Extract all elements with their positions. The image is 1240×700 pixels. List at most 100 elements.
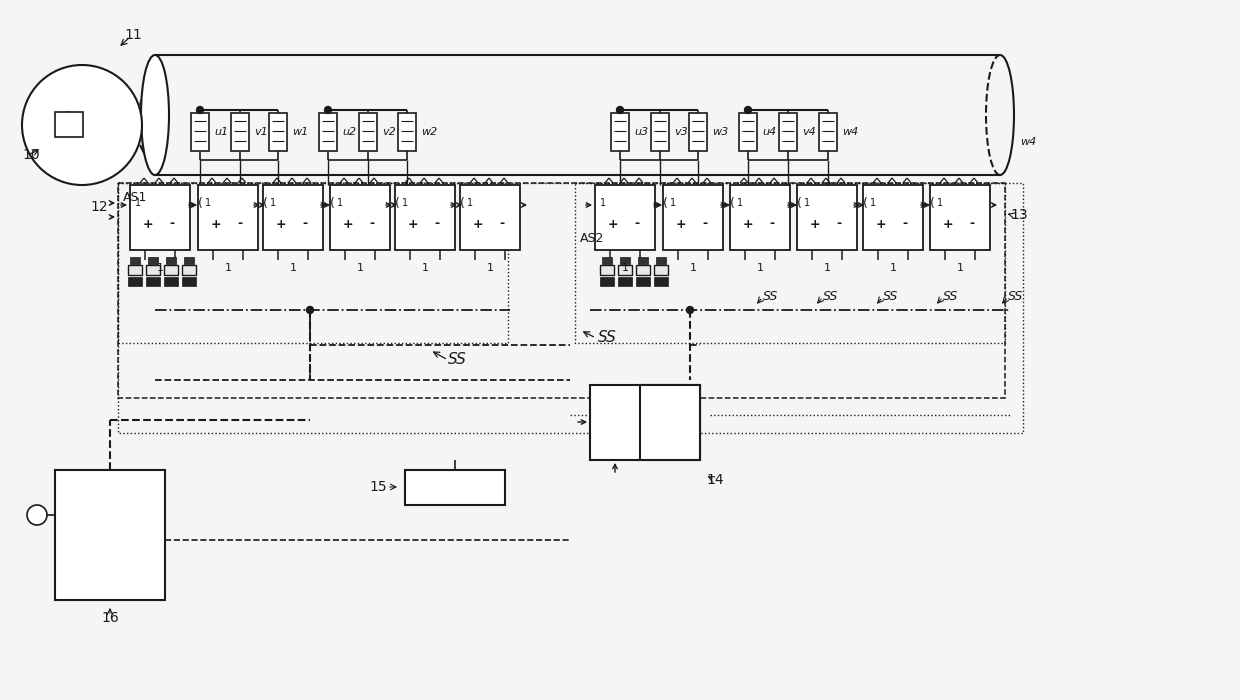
Text: SS: SS bbox=[763, 290, 779, 302]
Text: u2: u2 bbox=[342, 127, 356, 137]
Text: -: - bbox=[770, 218, 775, 230]
Text: 1: 1 bbox=[289, 263, 296, 273]
Text: u1: u1 bbox=[215, 127, 228, 137]
Text: 1: 1 bbox=[270, 198, 277, 208]
Bar bbox=[398, 113, 415, 151]
Text: 1: 1 bbox=[135, 198, 141, 208]
Bar bbox=[601, 257, 613, 264]
Bar bbox=[148, 257, 157, 264]
Text: -: - bbox=[170, 218, 175, 230]
Circle shape bbox=[196, 106, 203, 113]
Text: 14: 14 bbox=[707, 473, 724, 487]
Bar bbox=[128, 265, 143, 275]
Bar bbox=[396, 185, 455, 250]
Text: (: ( bbox=[197, 197, 202, 209]
Circle shape bbox=[306, 307, 314, 314]
Text: 1: 1 bbox=[621, 263, 629, 273]
Bar bbox=[656, 257, 666, 264]
Text: 1: 1 bbox=[689, 263, 697, 273]
Bar bbox=[930, 185, 990, 250]
Bar bbox=[164, 265, 179, 275]
Text: v2: v2 bbox=[382, 127, 396, 137]
Ellipse shape bbox=[141, 55, 169, 175]
Text: 1: 1 bbox=[205, 198, 211, 208]
Text: 10: 10 bbox=[22, 148, 40, 162]
Bar bbox=[600, 265, 614, 275]
Text: 1: 1 bbox=[737, 198, 743, 208]
Bar bbox=[231, 113, 249, 151]
Bar bbox=[118, 183, 1023, 433]
Bar bbox=[653, 277, 668, 286]
Text: 1: 1 bbox=[756, 263, 764, 273]
Bar bbox=[863, 185, 923, 250]
Bar bbox=[118, 183, 508, 343]
Text: (: ( bbox=[263, 197, 268, 209]
Bar bbox=[730, 185, 790, 250]
Text: 13: 13 bbox=[1011, 208, 1028, 222]
Text: +: + bbox=[743, 218, 754, 230]
Bar bbox=[618, 277, 632, 286]
Text: 1: 1 bbox=[467, 198, 474, 208]
Text: (: ( bbox=[930, 197, 935, 209]
Circle shape bbox=[616, 106, 624, 113]
Text: 1: 1 bbox=[804, 198, 810, 208]
Text: (: ( bbox=[330, 197, 335, 209]
Bar bbox=[663, 185, 723, 250]
Text: 1: 1 bbox=[156, 263, 164, 273]
Bar bbox=[797, 185, 857, 250]
Bar bbox=[184, 257, 193, 264]
Text: +: + bbox=[676, 218, 686, 230]
Text: u3: u3 bbox=[634, 127, 649, 137]
Bar bbox=[166, 257, 176, 264]
Text: 1: 1 bbox=[956, 263, 963, 273]
Text: +: + bbox=[408, 218, 418, 230]
Circle shape bbox=[687, 307, 693, 314]
Bar bbox=[689, 113, 707, 151]
Text: (: ( bbox=[863, 197, 868, 209]
Text: (: ( bbox=[796, 197, 801, 209]
Bar bbox=[779, 113, 797, 151]
Text: (: ( bbox=[394, 197, 399, 209]
Text: +: + bbox=[942, 218, 954, 230]
Text: -: - bbox=[837, 218, 842, 230]
Text: v1: v1 bbox=[254, 127, 268, 137]
Bar bbox=[620, 257, 630, 264]
Text: 1: 1 bbox=[600, 198, 606, 208]
Text: +: + bbox=[875, 218, 887, 230]
Text: -: - bbox=[434, 218, 439, 230]
Text: +: + bbox=[472, 218, 484, 230]
Bar bbox=[618, 265, 632, 275]
Bar bbox=[575, 183, 1004, 343]
Bar bbox=[611, 113, 629, 151]
Text: (: ( bbox=[662, 197, 667, 209]
Text: 1: 1 bbox=[486, 263, 494, 273]
Text: 1: 1 bbox=[870, 198, 877, 208]
Bar bbox=[118, 183, 1004, 398]
Bar bbox=[360, 113, 377, 151]
Text: w4: w4 bbox=[842, 127, 858, 137]
Circle shape bbox=[27, 505, 47, 525]
Bar bbox=[330, 185, 391, 250]
Text: SS: SS bbox=[942, 290, 959, 302]
Text: -: - bbox=[237, 218, 243, 230]
Bar bbox=[460, 185, 520, 250]
Text: w2: w2 bbox=[422, 127, 438, 137]
Bar bbox=[146, 277, 160, 286]
Text: +: + bbox=[342, 218, 353, 230]
Bar bbox=[739, 113, 756, 151]
Text: u4: u4 bbox=[763, 127, 776, 137]
Bar bbox=[130, 185, 190, 250]
Text: (: ( bbox=[460, 197, 465, 209]
Bar bbox=[595, 185, 655, 250]
Bar bbox=[55, 112, 83, 137]
Text: -: - bbox=[635, 218, 640, 230]
Text: 1: 1 bbox=[823, 263, 831, 273]
Bar bbox=[182, 277, 196, 286]
Text: SS: SS bbox=[883, 290, 898, 302]
Text: (: ( bbox=[729, 197, 734, 209]
Bar bbox=[640, 385, 701, 460]
Text: SS: SS bbox=[448, 353, 466, 368]
Text: -: - bbox=[702, 218, 708, 230]
Text: v4: v4 bbox=[802, 127, 816, 137]
Bar bbox=[182, 265, 196, 275]
